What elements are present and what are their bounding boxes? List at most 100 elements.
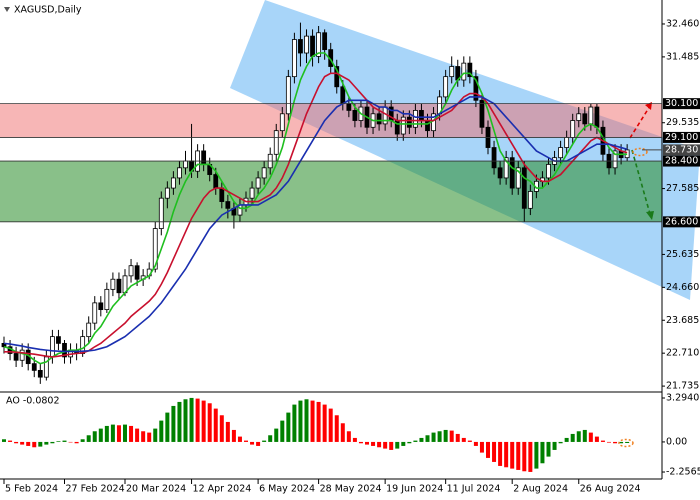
ao-bar <box>473 441 478 446</box>
ao-bar <box>552 441 557 450</box>
zone <box>0 161 662 222</box>
ao-bar <box>419 437 424 442</box>
candle-body <box>164 187 170 199</box>
ao-bar <box>135 428 140 442</box>
x-tick-label: 20 Mar 2024 <box>126 484 186 495</box>
ao-bar <box>600 440 605 442</box>
ao-bar <box>201 400 206 442</box>
candle-body <box>612 150 618 169</box>
candle-body <box>98 302 104 311</box>
candle-body <box>352 110 358 121</box>
ao-bar <box>183 399 188 442</box>
candle-body <box>177 167 182 179</box>
price-marker <box>632 147 648 157</box>
symbol-label: XAGUSD,Daily <box>14 5 82 16</box>
ao-bar <box>607 441 611 443</box>
y-tick-label: 3.2940 <box>666 393 699 404</box>
ao-bar <box>268 435 273 442</box>
ao-bar <box>38 441 43 447</box>
candle-body <box>443 76 449 98</box>
level-label-bg <box>663 131 700 143</box>
ao-bar <box>159 420 164 442</box>
ao-bar <box>274 428 279 442</box>
ao-bar <box>498 441 503 466</box>
y-tick-label: 0.00 <box>666 436 687 447</box>
candle-body <box>213 174 219 189</box>
candle-body <box>497 167 503 179</box>
ao-bar <box>244 440 248 442</box>
ao-bar <box>129 425 134 442</box>
ao-bar <box>377 441 382 448</box>
ao-bar <box>588 432 593 442</box>
ao-bar <box>625 441 630 444</box>
candle-body <box>588 106 594 125</box>
candle-body <box>406 116 412 128</box>
ao-bar <box>256 441 261 446</box>
ao-bar <box>328 408 333 442</box>
candle-body <box>376 113 382 125</box>
ao-bar <box>594 436 599 442</box>
y-tick-label: 32.460 <box>666 18 699 29</box>
ao-bar <box>147 432 152 442</box>
y-tick-label: 24.660 <box>666 282 699 293</box>
ao-bar <box>250 441 255 445</box>
ao-bar <box>540 441 545 464</box>
ao-bar <box>455 433 460 442</box>
ao-bar <box>298 400 303 442</box>
ao-bar <box>195 398 200 442</box>
ao-bar <box>32 441 37 448</box>
ao-bar <box>564 437 569 442</box>
ao-bar <box>504 441 509 468</box>
x-tick-label: 2 Aug 2024 <box>513 484 568 495</box>
ao-bar <box>104 425 109 442</box>
ao-bar <box>231 429 236 442</box>
candle-body <box>92 302 98 324</box>
candle-body <box>346 103 352 111</box>
ao-bar <box>395 441 400 449</box>
candle-body <box>570 120 576 138</box>
ao-bar <box>165 412 170 442</box>
candle-body <box>467 62 473 78</box>
ao-bar <box>358 441 363 444</box>
ao-bar <box>492 441 497 462</box>
level-label-bg <box>663 155 700 167</box>
ao-bar <box>613 441 618 444</box>
x-tick-label: 28 May 2024 <box>320 484 382 495</box>
candle-body <box>521 167 527 209</box>
y-tick-label: 29.535 <box>666 117 699 128</box>
candle-body <box>304 35 309 54</box>
x-tick-label: 11 Jul 2024 <box>447 484 501 495</box>
candle-body <box>527 191 533 209</box>
ao-bar <box>383 441 388 449</box>
y-tick-label: 27.585 <box>666 183 699 194</box>
x-tick-label: 12 Apr 2024 <box>193 484 252 495</box>
ao-bar <box>213 408 218 442</box>
candle-body <box>419 110 424 121</box>
ao-bar <box>486 441 490 458</box>
ao-bar <box>110 424 115 442</box>
y-tick-label: 23.685 <box>666 315 699 326</box>
level-label-bg <box>663 216 700 228</box>
x-tick-label: 27 Feb 2024 <box>66 484 125 495</box>
ao-bar <box>352 437 357 442</box>
candle-body <box>515 167 521 189</box>
candle-body <box>62 342 67 358</box>
candle-body <box>219 187 225 202</box>
ao-bar <box>80 439 85 442</box>
candle-body <box>425 120 430 132</box>
y-tick-label: 21.735 <box>666 381 699 392</box>
ao-bar <box>479 441 484 453</box>
ao-bar <box>510 441 515 469</box>
candle-body <box>261 167 267 179</box>
ao-bar <box>86 435 91 442</box>
candle-body <box>19 349 25 361</box>
candle-body <box>279 113 285 132</box>
ao-bar <box>68 441 73 443</box>
candle-body <box>546 164 551 179</box>
candle-body <box>37 369 43 378</box>
x-tick-label: 19 Jun 2024 <box>386 484 443 495</box>
price-label-bg <box>663 144 700 156</box>
candle-body <box>334 66 340 88</box>
candle-body <box>503 157 509 179</box>
